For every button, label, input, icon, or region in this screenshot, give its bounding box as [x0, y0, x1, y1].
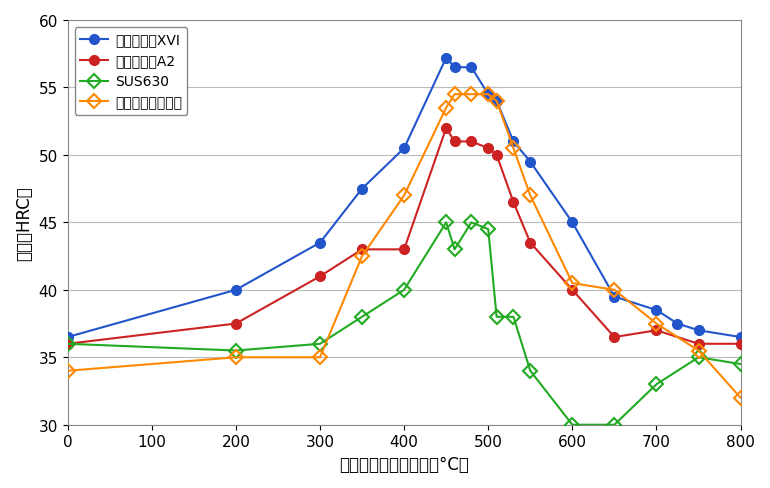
SUS630 [400, 287, 409, 293]
マルエージング鉰 [610, 287, 619, 293]
シリコロイA2 [694, 341, 703, 347]
シリコロイA2 [610, 334, 619, 340]
シリコロイA2 [450, 139, 459, 145]
シリコロイA2 [441, 126, 450, 132]
マルエージング鉰 [467, 92, 476, 98]
シリコロイA2 [467, 139, 476, 145]
シリコロイXVI [652, 307, 661, 313]
Line: シリコロイA2: シリコロイA2 [63, 124, 745, 349]
マルエージング鉰 [736, 395, 745, 401]
シリコロイXVI [694, 327, 703, 333]
シリコロイA2 [400, 247, 409, 253]
マルエージング鉰 [652, 321, 661, 327]
シリコロイXVI [467, 65, 476, 71]
マルエージング鉰 [509, 146, 518, 152]
マルエージング鉰 [492, 99, 501, 104]
SUS630 [357, 314, 367, 320]
シリコロイXVI [231, 287, 240, 293]
シリコロイXVI [316, 240, 325, 246]
シリコロイA2 [231, 321, 240, 327]
マルエージング鉰 [316, 355, 325, 361]
SUS630 [467, 220, 476, 226]
シリコロイXVI [736, 334, 745, 340]
マルエージング鉰 [357, 254, 367, 260]
SUS630 [316, 341, 325, 347]
SUS630 [509, 314, 518, 320]
SUS630 [736, 361, 745, 367]
SUS630 [567, 422, 577, 428]
シリコロイA2 [316, 274, 325, 280]
シリコロイA2 [526, 240, 535, 246]
シリコロイXVI [450, 65, 459, 71]
シリコロイXVI [441, 56, 450, 61]
SUS630 [450, 247, 459, 253]
シリコロイA2 [63, 341, 72, 347]
シリコロイA2 [652, 327, 661, 333]
シリコロイXVI [673, 321, 682, 327]
シリコロイXVI [357, 186, 367, 192]
シリコロイXVI [610, 294, 619, 300]
シリコロイXVI [567, 220, 577, 226]
SUS630 [231, 348, 240, 354]
シリコロイXVI [526, 160, 535, 165]
シリコロイXVI [509, 139, 518, 145]
SUS630 [63, 341, 72, 347]
シリコロイXVI [63, 334, 72, 340]
マルエージング鉰 [441, 105, 450, 111]
マルエージング鉰 [526, 193, 535, 199]
シリコロイXVI [400, 146, 409, 152]
SUS630 [652, 382, 661, 387]
マルエージング鉰 [231, 355, 240, 361]
SUS630 [610, 422, 619, 428]
シリコロイA2 [492, 153, 501, 159]
SUS630 [484, 227, 493, 233]
シリコロイA2 [484, 146, 493, 152]
SUS630 [492, 314, 501, 320]
Y-axis label: 硬度（HRC）: 硬度（HRC） [15, 185, 33, 260]
マルエージング鉰 [567, 281, 577, 286]
マルエージング鉰 [63, 368, 72, 374]
Line: SUS630: SUS630 [63, 218, 745, 430]
SUS630 [441, 220, 450, 226]
Legend: シリコロイXVI, シリコロイA2, SUS630, マルエージング鉰: シリコロイXVI, シリコロイA2, SUS630, マルエージング鉰 [75, 28, 187, 116]
シリコロイXVI [492, 99, 501, 104]
マルエージング鉰 [450, 92, 459, 98]
シリコロイA2 [357, 247, 367, 253]
シリコロイXVI [484, 92, 493, 98]
シリコロイA2 [509, 200, 518, 205]
マルエージング鉰 [484, 92, 493, 98]
SUS630 [526, 368, 535, 374]
Line: シリコロイXVI: シリコロイXVI [63, 54, 745, 342]
マルエージング鉰 [694, 348, 703, 354]
シリコロイA2 [736, 341, 745, 347]
X-axis label: 時効硬化熱処理温度（°C）: 時効硬化熱処理温度（°C） [339, 455, 469, 473]
シリコロイA2 [567, 287, 577, 293]
マルエージング鉰 [400, 193, 409, 199]
Line: マルエージング鉰: マルエージング鉰 [63, 90, 745, 403]
SUS630 [694, 355, 703, 361]
